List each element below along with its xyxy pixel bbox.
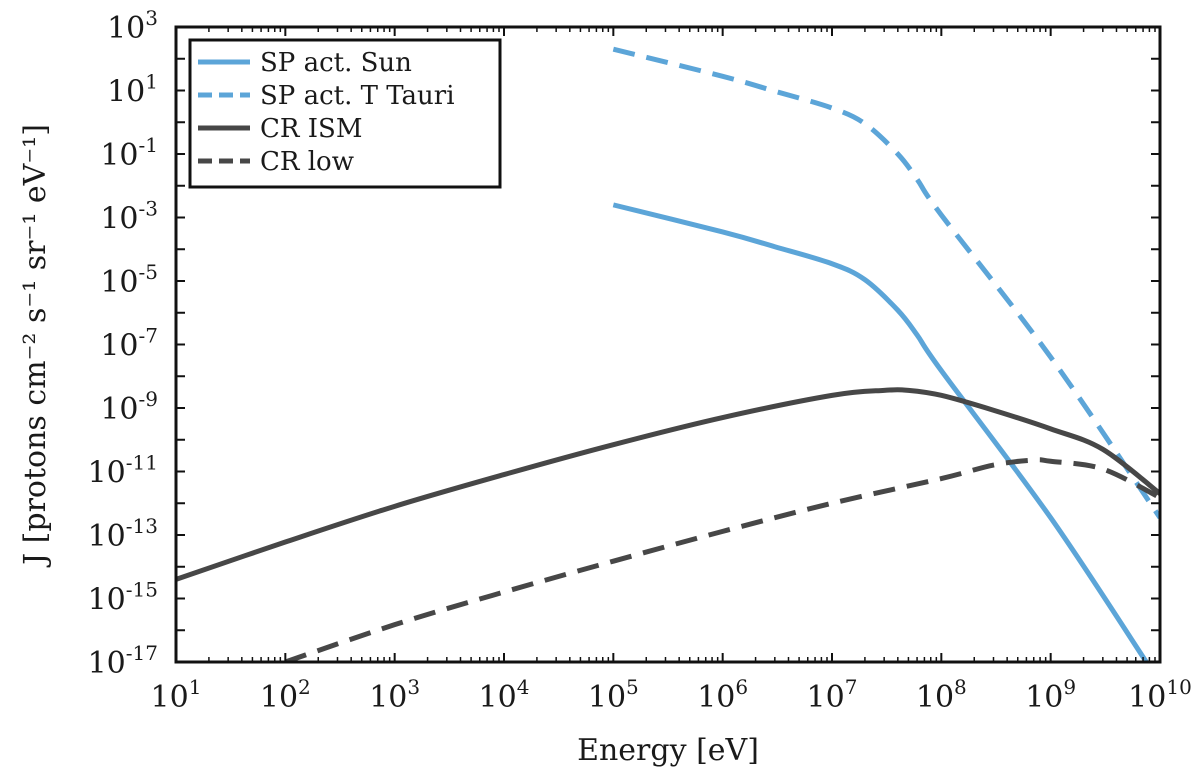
series-line-2	[612, 46, 1160, 520]
legend-label-2: SP act. T Tauri	[260, 81, 455, 111]
x-tick-label: 102	[260, 675, 311, 715]
legend-label-4: CR low	[260, 147, 354, 177]
x-tick-label: 101	[151, 675, 202, 715]
x-tick-label: 105	[588, 675, 639, 715]
x-tick-label: 103	[369, 675, 420, 715]
series-line-4	[284, 457, 1160, 662]
y-tick-label: 10-9	[100, 387, 158, 427]
y-tick-label: 103	[107, 6, 158, 46]
series-layer	[176, 46, 1160, 662]
series-line-3	[176, 387, 1160, 582]
y-tick-label: 10-17	[88, 641, 158, 681]
x-tick-label: 109	[1025, 675, 1076, 715]
series-line-1	[612, 202, 1149, 662]
y-tick-label: 10-1	[100, 133, 158, 173]
legend-label-3: CR ISM	[260, 114, 362, 144]
x-tick-label: 108	[916, 675, 967, 715]
y-tick-label: 10-13	[88, 514, 158, 554]
x-axis-title: Energy [eV]	[577, 733, 759, 768]
y-tick-label: 10-7	[100, 324, 158, 364]
y-tick-label: 10-3	[100, 197, 158, 237]
ticks-layer: 101 102 103 104 105 106 107 108 109 101010310110-…	[88, 6, 1192, 715]
x-tick-label: 106	[697, 675, 748, 715]
x-tick-label: 104	[479, 675, 530, 715]
y-axis-title: J [protons cm⁻² s⁻¹ sr⁻¹ eV⁻¹]	[18, 124, 53, 568]
y-tick-label: 101	[107, 70, 158, 110]
legend-label-1: SP act. Sun	[260, 48, 412, 78]
y-tick-label: 10-11	[88, 451, 158, 491]
y-tick-label: 10-15	[88, 578, 158, 618]
y-tick-label: 10-5	[100, 260, 158, 300]
x-tick-label: 1010	[1128, 675, 1192, 715]
x-tick-label: 107	[807, 675, 858, 715]
